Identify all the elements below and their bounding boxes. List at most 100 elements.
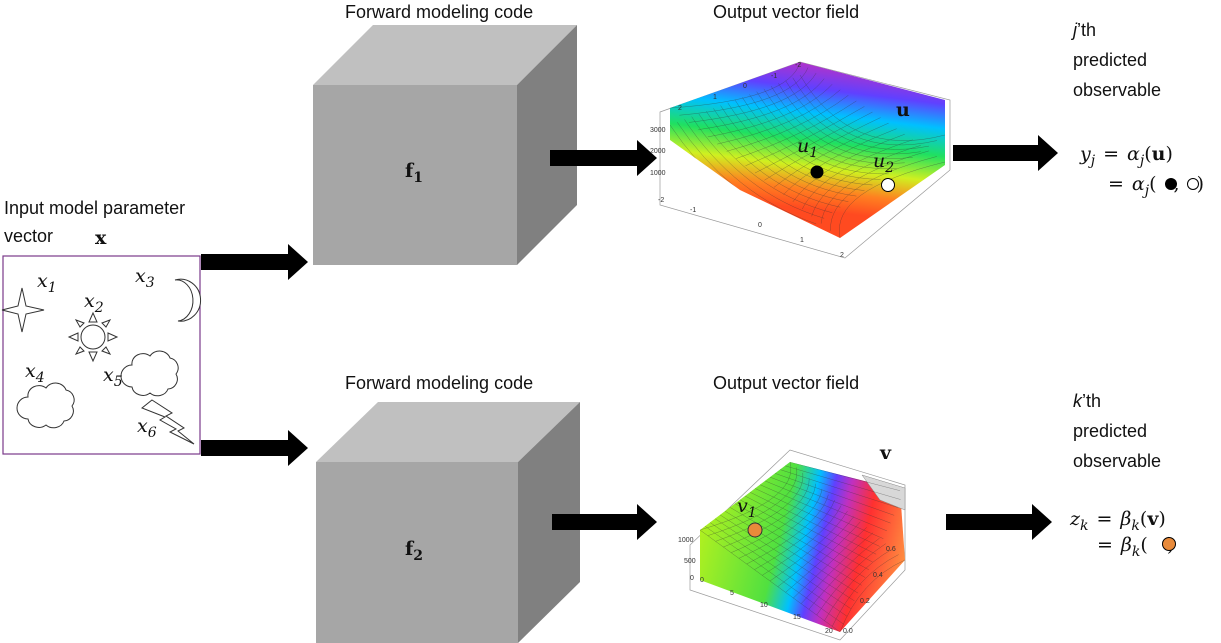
mesh-line bbox=[783, 128, 897, 195]
mesh-line bbox=[800, 532, 874, 604]
subscript: 2 bbox=[884, 160, 894, 176]
plot-tick-label: -1 bbox=[771, 73, 777, 80]
eq-part: α bbox=[1127, 143, 1140, 165]
subscript: 2 bbox=[94, 300, 104, 316]
symbol: f bbox=[405, 160, 415, 182]
plot-tick-label: 0 bbox=[690, 575, 694, 582]
mesh-line bbox=[679, 67, 809, 116]
eq-part: ) bbox=[1165, 143, 1172, 165]
eq-dot bbox=[1165, 178, 1177, 190]
mesh-line bbox=[684, 119, 817, 225]
mesh-line bbox=[839, 161, 945, 238]
plot-tick-label: 500 bbox=[684, 558, 696, 565]
mesh-line bbox=[808, 538, 880, 610]
mesh-line bbox=[754, 500, 835, 570]
mesh-line bbox=[816, 543, 886, 616]
mesh-line bbox=[691, 116, 825, 219]
symbol: x bbox=[103, 364, 114, 386]
eq-part: β bbox=[1119, 508, 1131, 530]
mesh-line bbox=[820, 150, 929, 224]
star-icon bbox=[1, 287, 45, 333]
mesh-line bbox=[756, 91, 897, 169]
observable-line: predicted bbox=[1073, 50, 1147, 70]
subscript: 1 bbox=[48, 280, 57, 296]
plot-tick-label: 0.4 bbox=[873, 572, 883, 579]
point-marker bbox=[881, 178, 895, 192]
mesh-line bbox=[777, 516, 855, 587]
plot-tick-label: 1000 bbox=[650, 170, 666, 177]
point-marker bbox=[747, 522, 763, 538]
mesh-line bbox=[713, 108, 849, 202]
plot-tick-label: 1000 bbox=[678, 537, 694, 544]
mesh-line bbox=[764, 117, 881, 181]
subscript: 1 bbox=[748, 505, 757, 521]
mesh-line bbox=[770, 86, 913, 159]
eq-part: β bbox=[1120, 534, 1132, 556]
plot-tick-label: 20 bbox=[825, 628, 833, 635]
plot-tick-label: 15 bbox=[793, 614, 801, 621]
observable-rest: ’th bbox=[1077, 20, 1096, 40]
surface-plot bbox=[659, 61, 951, 259]
mesh-line bbox=[774, 473, 895, 516]
symbol: u bbox=[797, 135, 809, 157]
mesh-line bbox=[769, 510, 848, 582]
plot-tick-label: 1 bbox=[800, 237, 804, 244]
mesh-line bbox=[811, 145, 921, 217]
eq-part: u bbox=[1152, 143, 1166, 165]
sun-icon bbox=[67, 311, 119, 363]
eq-part: v bbox=[1146, 508, 1159, 530]
field-symbol: u bbox=[896, 99, 910, 121]
field-label: Output vector field bbox=[713, 373, 859, 393]
mesh-line bbox=[714, 518, 851, 609]
mesh-line bbox=[785, 521, 861, 593]
plot-tick-label: -1 bbox=[690, 207, 696, 214]
eq-part: y bbox=[1079, 143, 1091, 165]
plot-tick-label: 0.6 bbox=[886, 546, 896, 553]
eq-part: ) bbox=[1197, 173, 1204, 195]
eq-part: ( bbox=[1149, 173, 1156, 195]
mesh-line bbox=[792, 77, 937, 146]
mesh-line bbox=[727, 102, 865, 191]
eq-part: k bbox=[1132, 544, 1140, 560]
mesh-line bbox=[789, 462, 905, 493]
subscript: 1 bbox=[413, 170, 423, 186]
mesh-line bbox=[707, 84, 833, 138]
mesh-line bbox=[764, 480, 888, 532]
mesh-line bbox=[734, 99, 873, 186]
mesh-line bbox=[746, 494, 829, 565]
mesh-line bbox=[698, 78, 825, 130]
plot-tick-label: -2 bbox=[795, 62, 801, 69]
code-label: Forward modeling code bbox=[345, 373, 533, 393]
cloud-icon bbox=[16, 382, 75, 429]
mesh-line bbox=[720, 105, 857, 197]
eq-part: z bbox=[1069, 508, 1081, 530]
mesh-line bbox=[700, 462, 792, 531]
mesh-line bbox=[707, 467, 798, 536]
mesh-line bbox=[749, 94, 889, 175]
mesh-line bbox=[749, 492, 877, 555]
math-symbol: f1 bbox=[405, 160, 423, 186]
mesh-line bbox=[773, 122, 889, 188]
math-symbol: x4 bbox=[25, 360, 45, 386]
mesh-line bbox=[698, 113, 833, 213]
math-symbol: x1 bbox=[37, 270, 57, 296]
mesh-line bbox=[754, 111, 873, 174]
math-symbol: x2 bbox=[84, 290, 104, 316]
plot-tick-label: -2 bbox=[658, 197, 664, 204]
mesh-line bbox=[802, 139, 913, 210]
equation: zk = βk(v) bbox=[1069, 508, 1166, 534]
eq-dot bbox=[1162, 537, 1176, 551]
mesh-line bbox=[719, 514, 855, 602]
plot-tick-label: 0 bbox=[700, 577, 704, 584]
math-symbol: x6 bbox=[137, 415, 157, 441]
subscript: 5 bbox=[114, 374, 123, 390]
mesh-line bbox=[832, 554, 899, 627]
mesh-line bbox=[715, 472, 803, 542]
mesh-line bbox=[731, 483, 816, 553]
observable-line: predicted bbox=[1073, 421, 1147, 441]
subscript: 1 bbox=[809, 145, 818, 161]
plot-tick-label: 3000 bbox=[650, 127, 666, 134]
eq-part: k bbox=[1080, 518, 1088, 534]
plot-tick-label: 1 bbox=[713, 94, 717, 101]
point-marker bbox=[810, 165, 824, 179]
